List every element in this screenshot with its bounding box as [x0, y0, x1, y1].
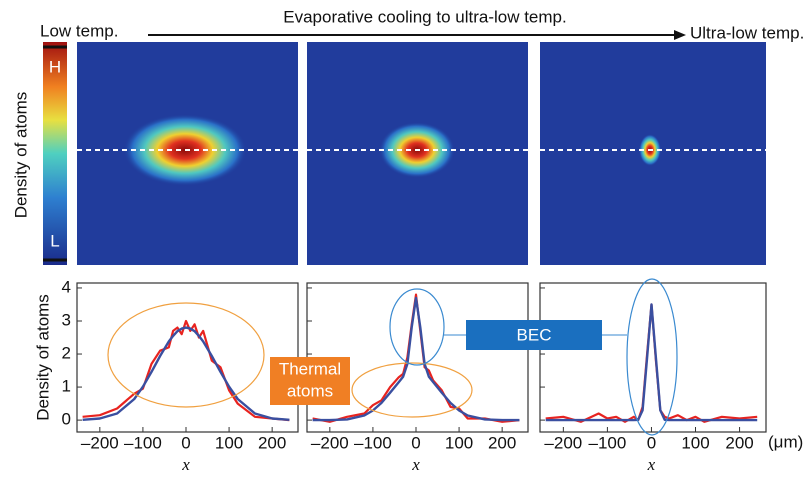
x-tick-label: 200 — [725, 433, 753, 452]
x-axis-label: x — [181, 455, 190, 474]
density-images — [77, 42, 766, 265]
colorbar-low: L — [50, 231, 59, 250]
bec-ellipse — [626, 278, 678, 436]
x-tick-label: 0 — [647, 433, 656, 452]
x-tick-label: –100 — [354, 433, 392, 452]
y-tick-label: 3 — [62, 310, 71, 329]
thermal-box — [270, 357, 350, 405]
thermal-ellipse — [351, 362, 473, 418]
thermal-label: Thermal — [279, 359, 341, 378]
x-tick-label: –200 — [81, 433, 119, 452]
x-tick-label: 200 — [488, 433, 516, 452]
y-tick-label: 0 — [62, 410, 71, 429]
colorbar-high: H — [49, 57, 61, 76]
y-tick-label: 1 — [62, 377, 71, 396]
x-axis-label: x — [647, 455, 656, 474]
y-axis-label: Density of atoms — [33, 294, 52, 421]
x-tick-label: –100 — [588, 433, 626, 452]
x-tick-label: 0 — [181, 433, 190, 452]
header-right: Ultra-low temp. — [690, 23, 804, 42]
x-unit: (μm) — [768, 432, 803, 451]
x-tick-label: 100 — [681, 433, 709, 452]
x-tick-label: 100 — [215, 433, 243, 452]
annotations: Thermal atoms BEC (μm) — [107, 278, 803, 451]
x-tick-label: 200 — [258, 433, 286, 452]
x-tick-label: 100 — [445, 433, 473, 452]
x-tick-label: 0 — [411, 433, 420, 452]
y-tick-label: 2 — [62, 344, 71, 363]
x-tick-label: –200 — [311, 433, 349, 452]
bec-label: BEC — [517, 325, 552, 344]
fit-line — [545, 303, 758, 422]
fit-line — [82, 326, 290, 421]
x-tick-label: –100 — [124, 433, 162, 452]
colorbar — [43, 42, 67, 265]
colorbar-label: Density of atoms — [11, 92, 30, 219]
bec-ellipse — [389, 288, 445, 366]
fit-line — [312, 296, 520, 422]
thermal-ellipse — [107, 302, 265, 408]
header-left: Low temp. — [40, 21, 118, 40]
arrow-head — [674, 30, 686, 40]
plot-frame — [539, 282, 767, 433]
header-middle: Evaporative cooling to ultra-low temp. — [283, 7, 566, 26]
plots: –200 –100 0 100 200 0 1 2 3 4 Density of atoms x –20… — [33, 277, 767, 474]
bec-box — [466, 320, 602, 350]
y-tick-label: 4 — [62, 277, 71, 296]
x-tick-label: –200 — [544, 433, 582, 452]
plot-frame — [76, 282, 299, 433]
x-axis-label: x — [411, 455, 420, 474]
thermal-label: atoms — [287, 381, 333, 400]
